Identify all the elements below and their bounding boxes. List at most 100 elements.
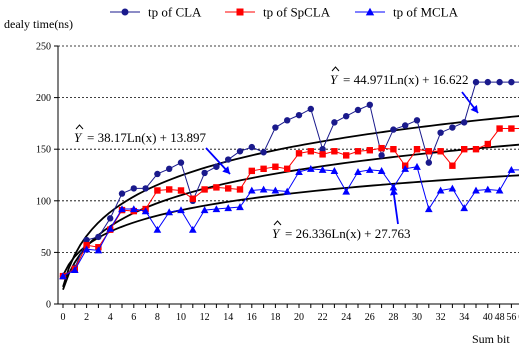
data-point (483, 185, 492, 193)
data-point (413, 146, 421, 153)
data-point (200, 206, 209, 214)
data-point (295, 150, 303, 157)
x-tick-label: 56 (506, 312, 516, 323)
data-point (484, 78, 491, 86)
x-tick-label: 24 (341, 312, 351, 323)
series-line (62, 81, 519, 277)
arrow-head (390, 188, 398, 196)
y-axis-label: dealy time(ns) (4, 17, 73, 31)
data-point (283, 187, 292, 195)
data-point (449, 124, 456, 131)
x-tick-label: 28 (388, 312, 398, 323)
data-point (378, 152, 385, 159)
x-tick-label: 20 (294, 312, 304, 323)
data-point (248, 143, 255, 151)
trendline-equation: Y = 38.17Ln(x) + 13.897 (74, 124, 207, 145)
data-point (213, 163, 220, 170)
data-point (508, 78, 515, 86)
data-point (495, 186, 504, 194)
data-point (224, 204, 233, 212)
x-tick-label: 16 (247, 312, 257, 323)
data-point (272, 163, 279, 170)
data-point (107, 215, 114, 222)
data-point (284, 165, 291, 173)
data-point (402, 122, 409, 129)
hat-mark (273, 220, 282, 226)
trendline (62, 115, 519, 288)
data-point (330, 167, 339, 174)
data-point (472, 78, 480, 86)
data-point (401, 164, 410, 172)
data-point (390, 126, 397, 133)
data-point (236, 203, 244, 211)
data-point (70, 266, 79, 274)
x-tick-label: 34 (459, 312, 469, 323)
data-point (121, 8, 129, 16)
legend-label: tp of MCLA (393, 5, 459, 20)
y-tick-label: 150 (36, 145, 51, 156)
data-point (449, 162, 456, 169)
data-point (118, 190, 126, 197)
data-point (437, 129, 444, 136)
data-point (354, 168, 362, 175)
data-point (142, 185, 149, 192)
data-point (272, 124, 279, 131)
data-point (166, 165, 173, 173)
arrow-head (222, 166, 230, 174)
x-tick-label: 6 (131, 312, 136, 323)
data-point (106, 224, 115, 232)
legend-label: tp of SpCLA (263, 5, 331, 20)
data-point (331, 148, 338, 155)
data-point (389, 183, 398, 191)
equation-text: = 38.17Ln(x) + 13.897 (87, 130, 207, 145)
data-point (319, 151, 326, 158)
data-point (94, 246, 103, 254)
equation-text: = 26.336Ln(x) + 27.763 (285, 226, 411, 241)
x-tick-label: 0 (61, 312, 66, 323)
data-point (343, 112, 350, 120)
data-point (165, 208, 174, 216)
data-point (460, 204, 469, 212)
data-point (377, 167, 386, 174)
equation-symbol: Y (272, 226, 281, 241)
x-axis-label: Sum bit (472, 332, 510, 346)
trendline (62, 174, 519, 276)
data-point (201, 169, 208, 177)
series-0 (59, 78, 519, 280)
data-point (259, 185, 268, 193)
legend: tp of CLA tp of SpCLA tp of MCLA (110, 5, 459, 20)
x-tick-label: 18 (270, 312, 280, 323)
data-point (354, 106, 362, 114)
legend-label: tp of CLA (148, 5, 202, 20)
annotation-arrow (390, 187, 399, 225)
data-point (141, 207, 150, 215)
trendline-equation: Y = 44.971Ln(x) + 16.622 (330, 66, 469, 87)
data-point (319, 146, 326, 153)
arrow-head (470, 105, 478, 113)
x-tick-label: 26 (365, 312, 375, 323)
hat-mark (75, 124, 84, 130)
annotation-arrow (461, 91, 479, 114)
trendline-equation: Y = 26.336Ln(x) + 27.763 (272, 220, 411, 241)
data-point (295, 168, 303, 175)
data-point (212, 205, 221, 213)
data-point (225, 185, 232, 192)
data-point (154, 170, 161, 178)
data-point (188, 225, 197, 233)
data-point (343, 152, 350, 159)
data-point (201, 186, 208, 193)
data-point (225, 156, 232, 163)
data-point (425, 159, 432, 166)
data-point (83, 236, 90, 244)
data-point (461, 119, 468, 126)
data-point (82, 245, 91, 253)
data-point (271, 186, 280, 194)
x-tick-label: 40 (483, 312, 493, 323)
data-point (472, 146, 480, 153)
data-point (236, 186, 244, 193)
y-tick-label: 200 (36, 93, 51, 104)
data-point (366, 147, 373, 154)
data-point (413, 162, 421, 170)
data-point (378, 144, 385, 152)
